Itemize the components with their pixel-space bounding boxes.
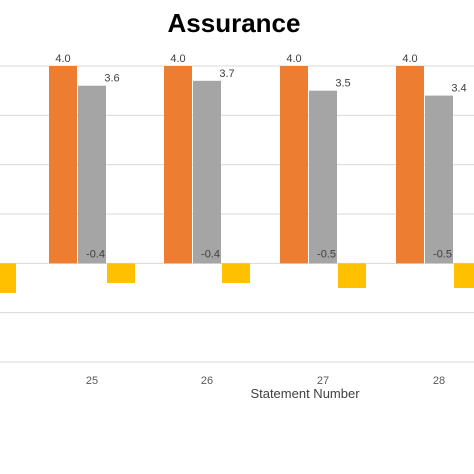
bar-series-2-cat-24 bbox=[0, 263, 16, 293]
x-tick-label: 27 bbox=[317, 375, 329, 387]
data-label: -0.5 bbox=[433, 248, 452, 260]
bar-series-2-cat-27 bbox=[338, 263, 366, 288]
data-label: 4.0 bbox=[402, 53, 417, 65]
data-label: 3.6 bbox=[104, 73, 119, 85]
bar-series-0-cat-27 bbox=[280, 66, 308, 264]
data-label: -0.4 bbox=[86, 248, 105, 260]
bars bbox=[0, 66, 474, 293]
bar-series-1-cat-25 bbox=[78, 85, 106, 264]
x-tick-labels: 25 26 27 28 bbox=[86, 375, 445, 387]
bar-series-1-cat-28 bbox=[425, 95, 453, 264]
bar-series-1-cat-27 bbox=[309, 90, 337, 264]
data-label: -0.4 bbox=[201, 248, 220, 260]
bar-series-2-cat-25 bbox=[107, 263, 135, 284]
data-label: 3.7 bbox=[219, 68, 234, 80]
chart-title: Assurance bbox=[168, 8, 301, 38]
data-label: 4.0 bbox=[170, 53, 185, 65]
data-label: 3.5 bbox=[335, 78, 350, 90]
bar-series-0-cat-25 bbox=[49, 66, 77, 264]
data-label: 4.0 bbox=[55, 53, 70, 65]
bar-series-1-cat-26 bbox=[193, 80, 221, 264]
x-tick-label: 26 bbox=[201, 375, 213, 387]
data-label: 4.0 bbox=[286, 53, 301, 65]
x-tick-label: 28 bbox=[433, 375, 445, 387]
bar-series-2-cat-26 bbox=[222, 263, 250, 284]
data-labels: 4.04.04.04.03.63.73.53.40.6-0.4-0.4-0.5-… bbox=[55, 53, 466, 260]
data-label: 3.4 bbox=[451, 83, 466, 95]
x-tick-label: 25 bbox=[86, 375, 98, 387]
x-axis-title: Statement Number bbox=[250, 386, 360, 401]
bar-series-0-cat-26 bbox=[164, 66, 192, 264]
data-label: -0.5 bbox=[317, 248, 336, 260]
bar-series-2-cat-28 bbox=[454, 263, 474, 288]
bar-series-0-cat-28 bbox=[396, 66, 424, 264]
